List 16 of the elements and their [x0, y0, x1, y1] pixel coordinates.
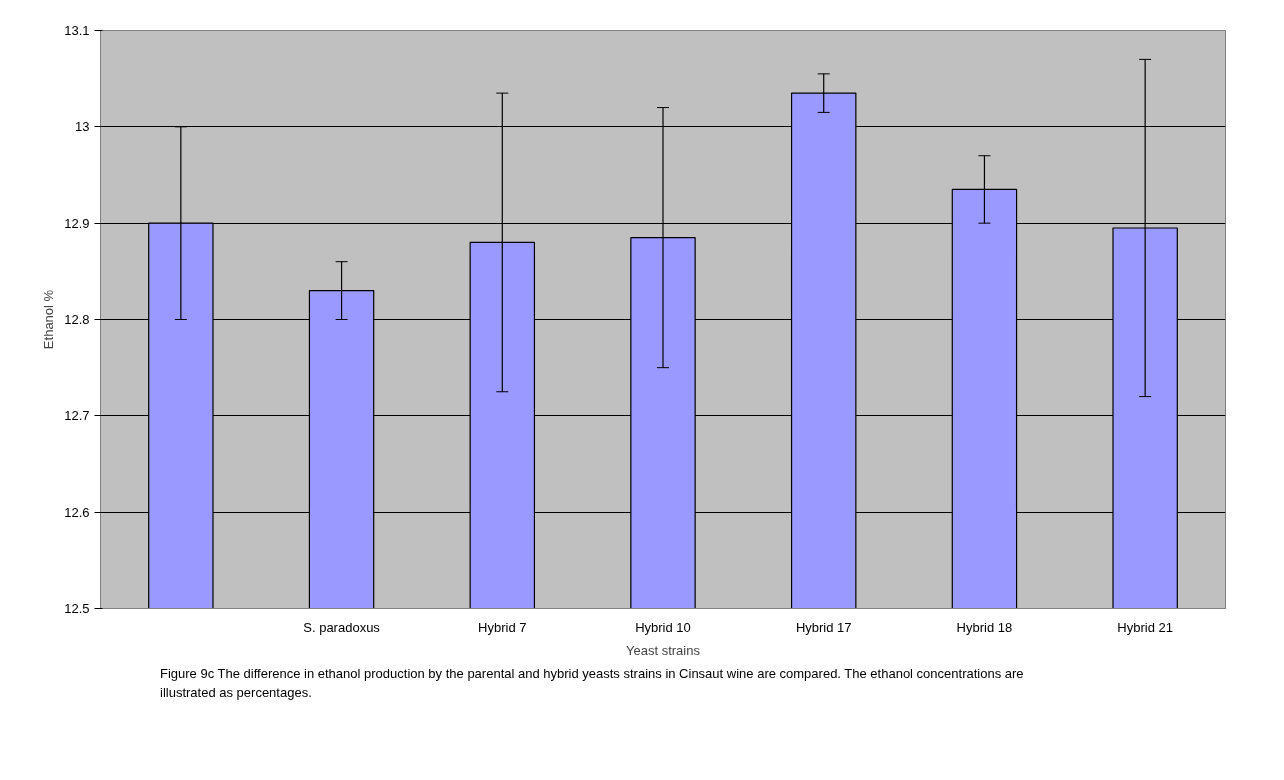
y-tick-label: 12.9	[64, 215, 90, 231]
y-tick-label: 13	[75, 119, 90, 135]
y-tick-label: 12.6	[64, 504, 90, 520]
caption: Figure 9c The difference in ethanol production by the parental and hybrid yeasts strains in Cinsaut wine are compared. The ethanol concentrations are illustrated as percentages.	[160, 665, 1025, 702]
y-axis-title: Ethanol %	[41, 289, 57, 350]
x-axis-title: Yeast strains	[626, 642, 701, 658]
x-tick-label: Hybrid 17	[795, 619, 852, 635]
y-tick-label: 13.1	[64, 23, 90, 38]
y-tick-label: 12.8	[64, 312, 90, 327]
y-tick-label: 12.7	[64, 408, 90, 424]
x-tick-label: Hybrid 21	[1117, 619, 1173, 635]
x-tick-label: Hybrid 18	[956, 619, 1013, 635]
x-tick-label: S. paradoxus	[303, 619, 381, 635]
y-tick-label: 12.5	[64, 601, 90, 616]
x-tick-label: Hybrid 7	[478, 619, 527, 635]
x-tick-label: Hybrid 10	[635, 619, 691, 635]
